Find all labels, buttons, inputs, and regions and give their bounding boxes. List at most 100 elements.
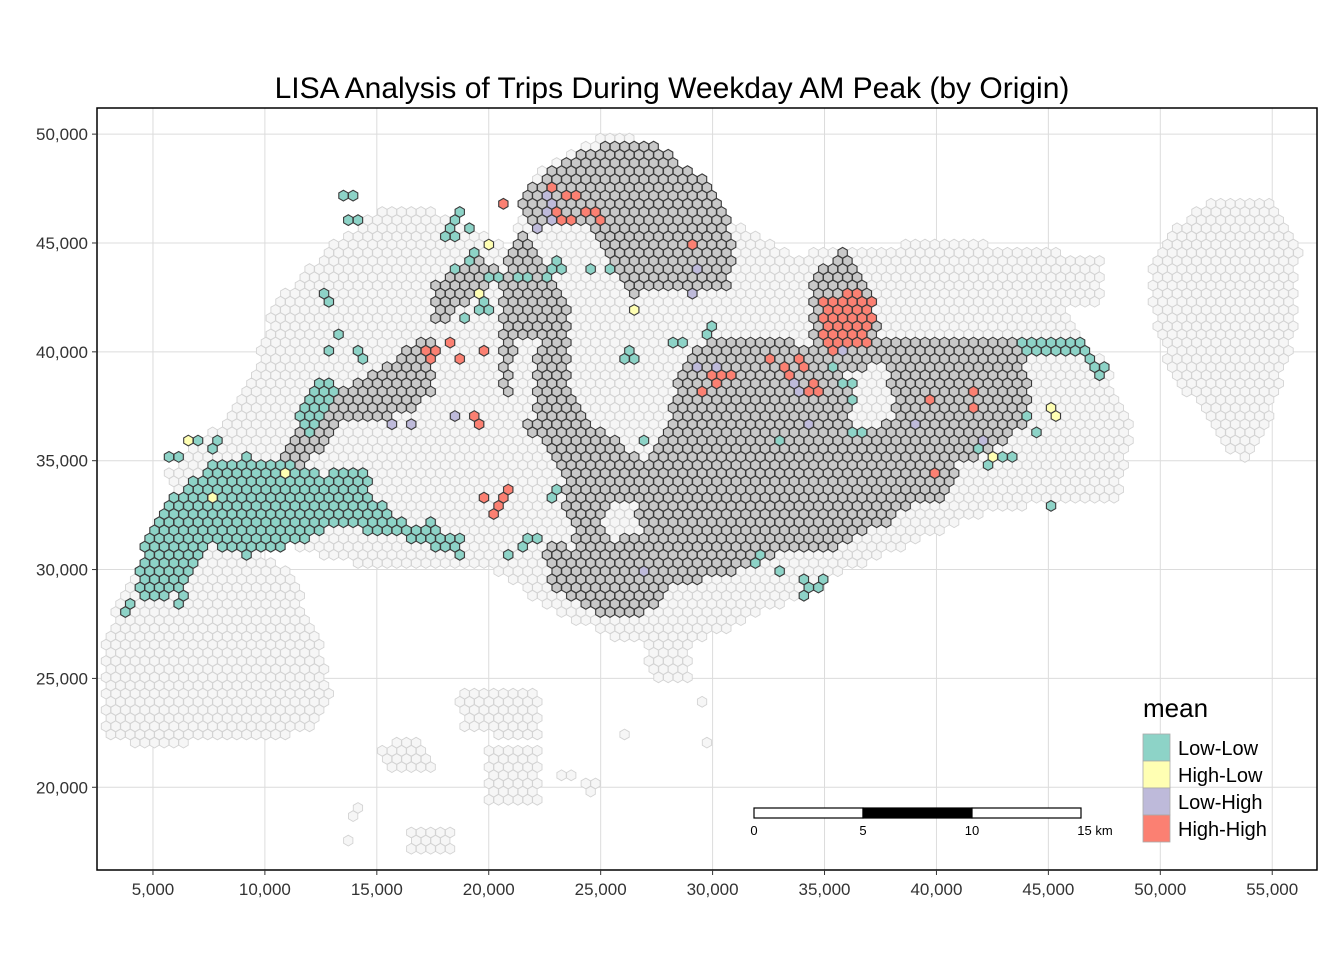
hexagon-low-low [1055,336,1066,349]
hexagon-low-low [352,344,364,357]
hexagon-low-low [532,532,543,545]
hexagon-low-low [207,459,218,472]
hexagon-low-low [1065,336,1076,349]
hexagon-high-low [183,434,194,447]
legend-swatch-low-low [1142,733,1171,762]
hexagon-background [512,744,524,757]
hexagon-low-low [309,467,320,480]
hexagon-insignificant [517,230,528,243]
hexagon-background [968,238,979,251]
hexagon-background [1264,197,1275,210]
hexagon-background [978,238,989,251]
hexagon-background [556,769,567,782]
hexagon-background [1002,246,1013,259]
hexagon-background [1254,197,1265,210]
x-tick-label: 50,000 [1134,880,1186,899]
background-hexagons [100,132,1304,855]
hexagon-low-low [347,189,359,202]
hexagon-background [503,744,514,757]
hexagon-low-low [1026,336,1037,349]
hexagon-low-low [1007,450,1018,463]
hexagon-insignificant [522,418,533,431]
hexagon-background [265,557,276,569]
hexagon-low-low [677,336,688,349]
hexagon-insignificant [638,140,650,153]
hexagon-insignificant [818,263,829,276]
hexagon-insignificant [575,148,587,161]
hexagon-background [391,736,402,749]
hexagon-background [493,744,504,757]
hexagon-background [527,687,538,700]
hexagon-insignificant [837,246,848,259]
hexagon-low-low [503,548,514,561]
hexagon-low-low [706,320,717,333]
hexagon-insignificant [939,336,950,349]
hexagon-insignificant [692,344,703,357]
hexagon-insignificant [682,165,693,178]
hexagon-low-low [124,597,136,610]
hexagon-low-low [1045,499,1057,512]
hexagon-low-low [551,483,562,496]
hexagon-background [1171,222,1183,235]
hexagon-background [498,687,509,700]
y-tick-label: 40,000 [36,343,88,362]
legend-label-high-low: High-Low [1178,765,1263,787]
hexagon-low-low [444,532,456,545]
hexagon-insignificant [1007,336,1018,349]
hexagon-background [939,238,950,251]
hexagon-background [532,744,543,757]
scale-bar-label: 5 [859,823,866,838]
hexagon-insignificant [764,336,776,349]
hexagon-background [818,246,829,259]
hexagon-background [328,238,339,251]
hexagon-low-low [522,532,533,545]
hexagon-background [1012,246,1023,259]
hexagon-high-high [503,483,514,496]
hexagon-insignificant [929,336,940,349]
hexagon-background [1191,206,1202,218]
hexagon-low-low [454,205,465,218]
hexagon-insignificant [619,140,630,153]
hexagon-background [469,687,480,700]
hexagon-low-low [459,312,470,325]
hexagon-low-low [328,467,339,480]
hexagon-background [435,826,446,839]
hexagon-low-low [818,573,829,586]
x-tick-label: 25,000 [575,880,627,899]
hexagon-background [808,246,819,259]
hexagon-low-low [396,516,407,529]
hexagon-insignificant [381,361,393,374]
scale-bar-label: 0 [750,823,757,838]
hexagon-background [343,230,354,243]
hexagon-insignificant [401,344,412,357]
hexagon-insignificant [595,426,606,439]
hexagon-insignificant [958,336,969,349]
hexagon-background [493,238,504,251]
hexagon-low-low [187,475,199,488]
hexagon-background [396,206,407,218]
hexagon-low-high [449,410,461,423]
hexagon-background [1234,197,1246,210]
hexagon-background [992,246,1003,259]
legend-swatch-high-low [1142,760,1171,789]
legend-title: mean [1143,693,1208,723]
hexagon-low-low [1016,336,1028,349]
hexagon-insignificant [774,336,785,349]
hexagon-high-low [483,238,495,251]
hexagon-insignificant [798,344,810,357]
hexagon-background [425,826,436,839]
y-tick-label: 45,000 [36,234,88,253]
hexagon-background [580,777,591,790]
hexagon-background [304,263,315,276]
hexagon-low-low [168,491,180,504]
hexagon-insignificant [488,263,499,276]
y-tick-label: 20,000 [36,778,88,797]
x-tick-label: 45,000 [1022,880,1074,899]
hexagon-high-low [1045,401,1057,414]
hexagon-insignificant [866,426,877,439]
y-tick-label: 50,000 [36,125,88,144]
hexagon-low-low [338,189,349,202]
hexagon-low-low [997,450,1008,463]
legend-label-low-low: Low-Low [1178,738,1259,760]
hexagon-low-low [377,499,388,512]
